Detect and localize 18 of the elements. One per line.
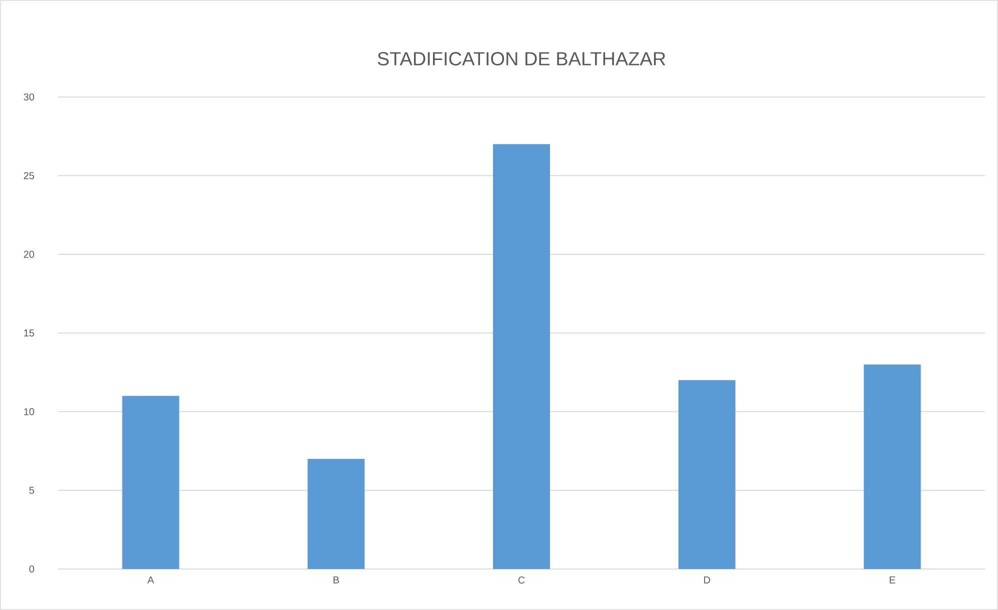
y-tick-label: 0 (29, 565, 34, 573)
bar (864, 364, 921, 569)
bar (678, 380, 736, 569)
x-tick-label: B (334, 576, 339, 584)
y-tick-label: 10 (24, 408, 34, 416)
x-tick-label: A (147, 576, 154, 584)
bar (493, 144, 550, 569)
x-tick-label: C (518, 576, 525, 584)
x-tick-label: D (704, 576, 710, 584)
y-tick-label: 15 (24, 330, 34, 336)
chart-title: STADIFICATION DE BALTHAZAR (378, 52, 666, 66)
y-tick-label: 20 (24, 250, 34, 258)
bar (122, 396, 180, 569)
y-tick-label: 30 (24, 93, 34, 101)
x-tick-label: E (890, 576, 896, 584)
y-tick-label: 25 (24, 172, 34, 180)
bar (308, 458, 365, 569)
y-tick-label: 5 (29, 486, 34, 494)
